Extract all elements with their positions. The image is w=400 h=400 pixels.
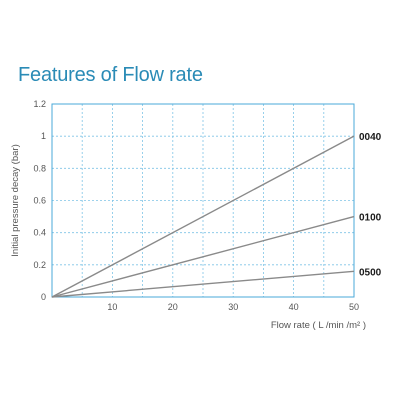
x-tick-label: 10: [107, 302, 117, 312]
y-tick-label: 0.8: [33, 163, 46, 173]
x-tick-label: 40: [289, 302, 299, 312]
series-lines: [51, 135, 355, 298]
series-label-0500: 0500: [359, 267, 382, 278]
series-line-0100: [51, 215, 355, 298]
y-tick-labels: 0 0.2 0.4 0.6 0.8 1 1.2: [33, 99, 46, 302]
y-tick-label: 0.4: [33, 228, 46, 238]
plot-frame: [51, 103, 355, 298]
x-tick-label: 20: [168, 302, 178, 312]
grid-lines: [52, 104, 354, 297]
series-label-0040: 0040: [359, 132, 382, 143]
y-tick-label: 0: [41, 292, 46, 302]
series-label-0100: 0100: [359, 213, 382, 224]
y-tick-label: 0.2: [33, 260, 46, 270]
y-tick-label: 1: [41, 131, 46, 141]
chart-title: Features of Flow rate: [18, 64, 203, 86]
series-line-0500: [51, 270, 355, 298]
x-tick-label: 50: [349, 302, 359, 312]
x-tick-label: 30: [228, 302, 238, 312]
series-labels: 0040 0100 0500: [359, 132, 382, 278]
series-line-0040: [51, 135, 355, 298]
y-axis-label: Initial pressure decay (bar): [10, 144, 21, 256]
x-tick-labels: 10 20 30 40 50: [107, 302, 359, 312]
x-axis-label: Flow rate ( L /min /m² ): [271, 320, 366, 331]
y-tick-label: 1.2: [33, 99, 46, 109]
y-tick-label: 0.6: [33, 196, 46, 206]
